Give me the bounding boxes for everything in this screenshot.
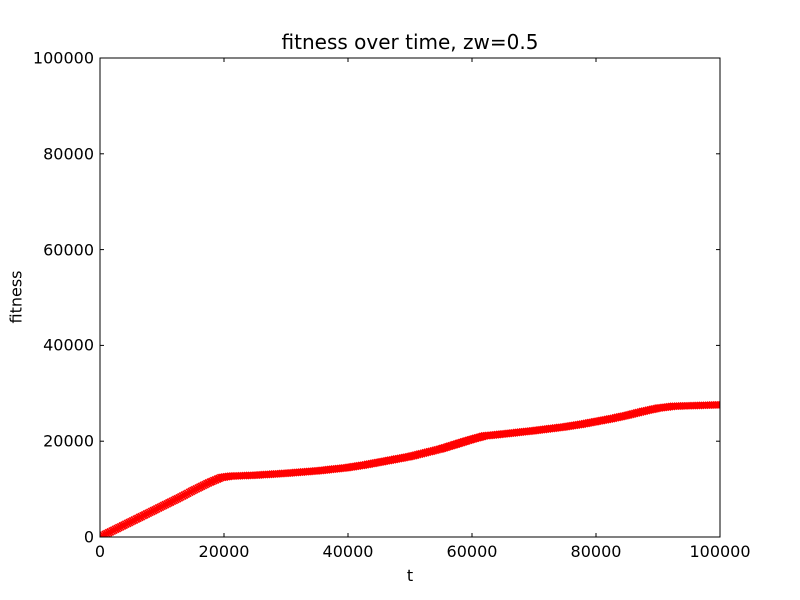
y-axis-label: fitness: [6, 270, 26, 324]
x-tick-label: 20000: [198, 542, 250, 561]
y-tick-label: 40000: [43, 335, 94, 355]
y-tick-label: 100000: [32, 48, 94, 68]
series-markers: [100, 400, 720, 537]
x-axis-label: t: [406, 566, 414, 585]
chart-title: fitness over time, zw=0.5: [281, 30, 539, 54]
y-tick-label: 60000: [43, 240, 94, 260]
series-fitness: [100, 400, 720, 537]
y-tick-label: 20000: [43, 431, 94, 451]
x-tick-label: 0: [94, 542, 106, 561]
x-tick-label: 100000: [689, 542, 751, 561]
y-tick-label: 0: [83, 527, 94, 547]
x-tick-label: 60000: [446, 542, 498, 561]
x-tick-label: 80000: [570, 542, 622, 561]
x-tick-label: 40000: [322, 542, 374, 561]
y-tick-label: 80000: [43, 144, 94, 164]
axes-frame: [99, 57, 721, 538]
